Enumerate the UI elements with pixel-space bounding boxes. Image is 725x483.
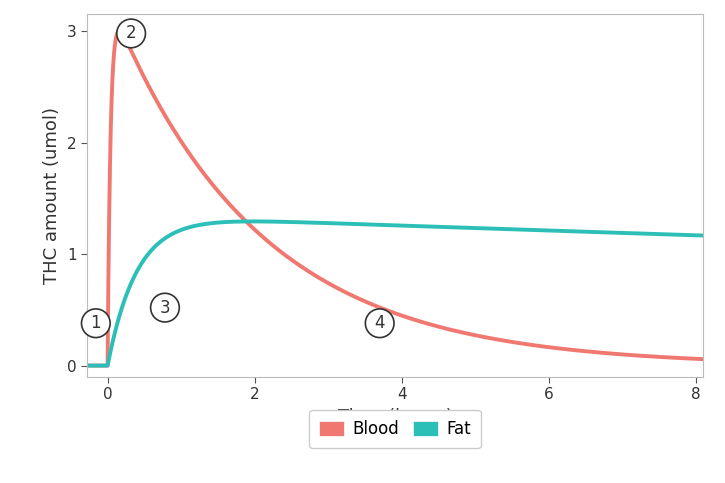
- Blood: [490, 336, 499, 342]
- Text: 4: 4: [374, 314, 385, 332]
- X-axis label: Time (hours): Time (hours): [338, 408, 452, 426]
- Fat: [276, 219, 284, 225]
- Blood: [682, 355, 690, 361]
- Legend: Blood, Fat: Blood, Fat: [310, 410, 481, 448]
- Fat: [699, 233, 708, 239]
- Text: 2: 2: [126, 25, 136, 43]
- Blood: [642, 353, 650, 359]
- Fat: [682, 232, 690, 238]
- Blood: [115, 28, 124, 34]
- Text: 1: 1: [91, 314, 101, 332]
- Fat: [220, 219, 228, 225]
- Fat: [83, 363, 91, 369]
- Blood: [481, 335, 490, 341]
- Fat: [249, 218, 257, 224]
- Text: 3: 3: [160, 298, 170, 317]
- Fat: [490, 226, 499, 232]
- Y-axis label: THC amount (umol): THC amount (umol): [44, 107, 62, 284]
- Line: Fat: Fat: [87, 221, 703, 366]
- Fat: [481, 226, 490, 231]
- Blood: [220, 196, 229, 202]
- Blood: [699, 356, 708, 362]
- Blood: [276, 248, 284, 254]
- Fat: [642, 231, 650, 237]
- Blood: [83, 363, 91, 369]
- Line: Blood: Blood: [87, 31, 703, 366]
